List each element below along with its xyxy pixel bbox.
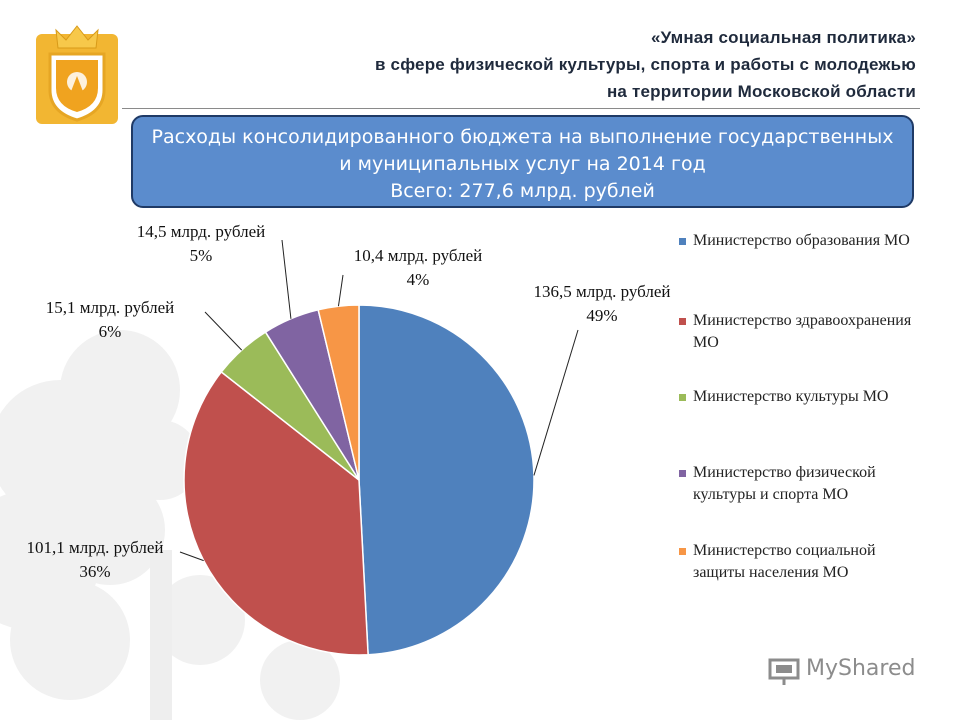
banner-line3: Всего: 277,6 млрд. рублей xyxy=(390,180,655,202)
data-label-percent: 49% xyxy=(586,306,617,325)
leader-line xyxy=(179,551,204,562)
legend-label: Министерство образования МО xyxy=(693,232,910,249)
legend-swatch xyxy=(679,548,686,555)
header-divider xyxy=(122,108,920,109)
chart-title-banner: Расходы консолидированного бюджета на вы… xyxy=(131,115,914,208)
slice-health xyxy=(183,370,369,656)
banner-line2: и муниципальных услуг на 2014 год xyxy=(339,153,706,175)
legend-label: культуры и спорта МО xyxy=(693,486,849,503)
legend-label: Министерство культуры МО xyxy=(693,388,889,405)
leader-line xyxy=(533,329,579,476)
legend-swatch xyxy=(679,394,686,401)
data-label-percent: 36% xyxy=(79,562,110,581)
slice-education xyxy=(358,304,535,656)
header-title-line1: «Умная социальная политика» xyxy=(650,28,916,47)
legend-label: Министерство физической xyxy=(693,464,876,481)
data-label-value: 136,5 млрд. рублей xyxy=(533,282,670,301)
data-label-percent: 5% xyxy=(190,246,213,265)
data-label-percent: 4% xyxy=(407,270,430,289)
data-label-value: 101,1 млрд. рублей xyxy=(26,538,163,557)
legend-swatch xyxy=(679,470,686,477)
header-title-line2: в сфере физической культуры, спорта и ра… xyxy=(374,55,916,74)
leader-line xyxy=(281,239,292,319)
data-label-value: 14,5 млрд. рублей xyxy=(137,222,266,241)
leader-line xyxy=(337,274,344,307)
data-label-value: 10,4 млрд. рублей xyxy=(354,246,483,265)
legend-label: МО xyxy=(693,334,719,351)
background-tree-silhouette xyxy=(0,330,340,720)
moscow-oblast-coat-of-arms-icon xyxy=(36,25,118,124)
legend-label: Министерство социальной xyxy=(693,542,876,559)
legend-swatch xyxy=(679,318,686,325)
leader-line xyxy=(204,311,243,351)
watermark-text: MyShared xyxy=(806,656,916,681)
legend-label: Министерство здравоохранения xyxy=(693,312,912,329)
data-label-percent: 6% xyxy=(99,322,122,341)
header-title-line3: на территории Московской области xyxy=(606,82,916,101)
presentation-board-icon xyxy=(768,658,800,685)
data-label-value: 15,1 млрд. рублей xyxy=(46,298,175,317)
banner-line1: Расходы консолидированного бюджета на вы… xyxy=(151,126,894,148)
header: «Умная социальная политика» в сфере физи… xyxy=(375,24,916,105)
legend-label: защиты населения МО xyxy=(693,564,849,581)
legend-swatch xyxy=(679,238,686,245)
